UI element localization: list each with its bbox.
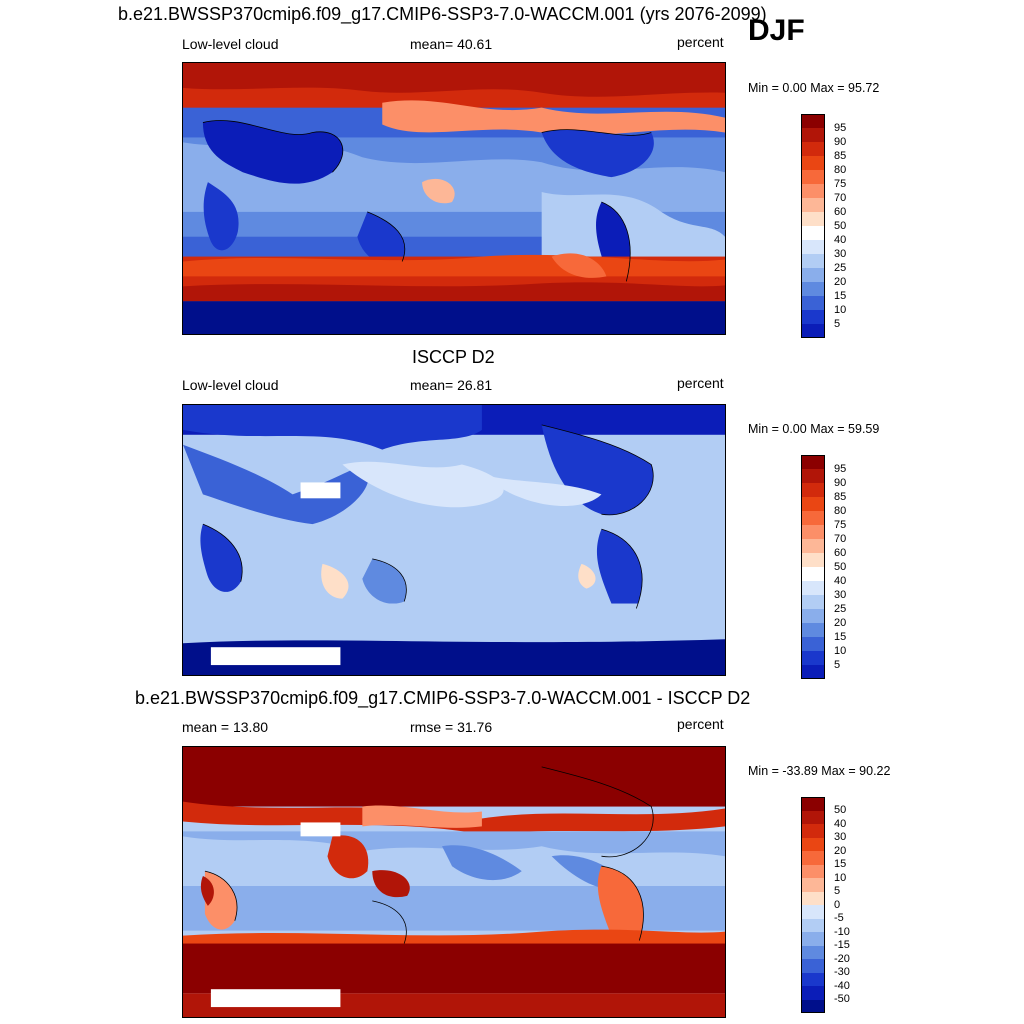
panel-3-tick-label: -10: [834, 926, 850, 938]
panel-3-tick-label: -40: [834, 980, 850, 992]
panel-1-tick-label: 60: [834, 206, 847, 218]
panel-3-tick-label: 10: [834, 872, 847, 884]
panel-2-colorbar: [801, 455, 825, 679]
panel-3-units-label: percent: [677, 716, 724, 732]
panel-2-tick-label: 70: [834, 533, 847, 545]
panel-1-tick-label: 90: [834, 136, 847, 148]
panel-1-title: b.e21.BWSSP370cmip6.f09_g17.CMIP6-SSP3-7…: [118, 4, 767, 24]
panel-3-tick-label: 5: [834, 885, 841, 897]
panel-2-tick-label: 75: [834, 519, 847, 531]
panel-3-tick-label: 50: [834, 804, 847, 816]
panel-2-tick-label: 90: [834, 477, 847, 489]
panel-2-tick-label: 85: [834, 491, 847, 503]
panel-3-map: [182, 746, 726, 1018]
season-label: DJF: [748, 14, 805, 47]
panel-3-tick-label: -20: [834, 953, 850, 965]
panel-3-tick-label: 15: [834, 858, 847, 870]
panel-2-tick-label: 20: [834, 617, 847, 629]
panel-1-tick-label: 50: [834, 220, 847, 232]
panel-1-tick-label: 20: [834, 276, 847, 288]
panel-2-tick-label: 95: [834, 463, 847, 475]
panel-1-tick-label: 80: [834, 164, 847, 176]
panel-2-tick-label: 5: [834, 659, 841, 671]
panel-3-colorbar: [801, 797, 825, 1013]
panel-1-units-label: percent: [677, 34, 724, 50]
panel-2-tick-label: 60: [834, 547, 847, 559]
panel-2-tick-label: 50: [834, 561, 847, 573]
panel-3-tick-label: -15: [834, 939, 850, 951]
panel-2-tick-label: 15: [834, 631, 847, 643]
panel-2-mean-label: mean= 26.81: [410, 377, 493, 393]
panel-3-rmse-label: rmse = 31.76: [410, 719, 493, 735]
panel-2-map-svg: [183, 405, 725, 675]
panel-2-tick-label: 40: [834, 575, 847, 587]
panel-2-map: [182, 404, 726, 676]
panel-1-map-svg: [183, 63, 725, 334]
panel-3-tick-label: 40: [834, 818, 847, 830]
panel-3-tick-label: 20: [834, 845, 847, 857]
panel-3-title: b.e21.BWSSP370cmip6.f09_g17.CMIP6-SSP3-7…: [135, 688, 751, 708]
panel-2-variable-label: Low-level cloud: [182, 377, 279, 393]
panel-1-tick-label: 75: [834, 178, 847, 190]
panel-1-tick-label: 10: [834, 304, 847, 316]
panel-1-tick-label: 25: [834, 262, 847, 274]
panel-3-mean-label: mean = 13.80: [182, 719, 269, 735]
panel-1-tick-label: 5: [834, 318, 841, 330]
panel-1-colorbar: [801, 114, 825, 338]
panel-3-map-svg: [183, 747, 725, 1017]
panel-1-tick-label: 95: [834, 122, 847, 134]
panel-1-tick-label: 70: [834, 192, 847, 204]
panel-2-tick-label: 80: [834, 505, 847, 517]
panel-1-mean-label: mean= 40.61: [410, 36, 493, 52]
panel-1-tick-label: 40: [834, 234, 847, 246]
panel-2-tick-label: 25: [834, 603, 847, 615]
panel-2-title: ISCCP D2: [412, 347, 495, 367]
panel-3-tick-label: 0: [834, 899, 841, 911]
panel-3-tick-label: 30: [834, 831, 847, 843]
panel-1-tick-label: 85: [834, 150, 847, 162]
panel-2-minmax-label: Min = 0.00 Max = 59.59: [748, 422, 880, 436]
panel-2-units-label: percent: [677, 375, 724, 391]
panel-3-tick-label: -50: [834, 993, 850, 1005]
panel-1-variable-label: Low-level cloud: [182, 36, 279, 52]
panel-1-tick-label: 15: [834, 290, 847, 302]
panel-1-tick-label: 30: [834, 248, 847, 260]
panel-3-tick-label: -5: [834, 912, 844, 924]
panel-3-tick-label: -30: [834, 966, 850, 978]
panel-3-minmax-label: Min = -33.89 Max = 90.22: [748, 764, 891, 778]
panel-2-tick-label: 30: [834, 589, 847, 601]
panel-1-map: [182, 62, 726, 335]
panel-1-minmax-label: Min = 0.00 Max = 95.72: [748, 81, 880, 95]
panel-2-tick-label: 10: [834, 645, 847, 657]
